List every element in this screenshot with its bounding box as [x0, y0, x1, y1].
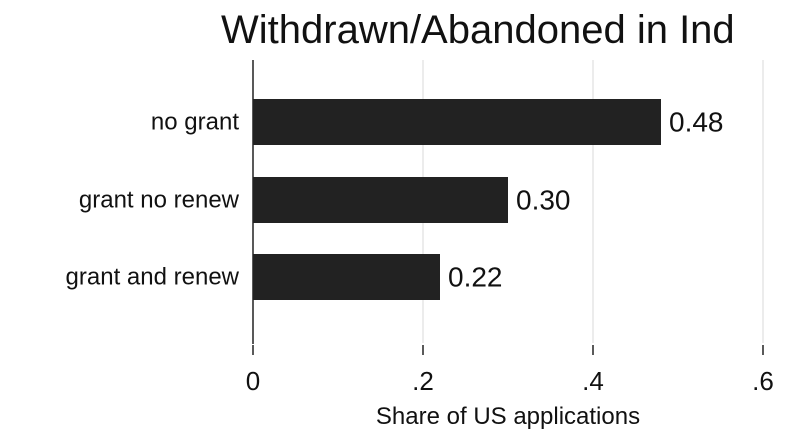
bars [253, 99, 661, 300]
x-axis-label: Share of US applications [376, 403, 640, 430]
x-tick-label: .6 [752, 366, 774, 396]
category-labels: no grant grant no renew grant and renew [66, 109, 240, 291]
bar [253, 177, 508, 223]
chart-title: Withdrawn/Abandoned in Ind [221, 8, 735, 52]
bar-value-label: 0.22 [448, 262, 503, 293]
category-label: grant and renew [66, 264, 240, 291]
x-ticks [252, 345, 764, 355]
bar [253, 254, 440, 300]
category-label: grant no renew [79, 187, 240, 214]
bar-value-label: 0.48 [669, 107, 724, 138]
x-tick-label: .2 [412, 366, 434, 396]
bar [253, 99, 661, 145]
bar-value-label: 0.30 [516, 185, 571, 216]
x-tick-label: 0 [246, 366, 260, 396]
value-labels: 0.48 0.30 0.22 [448, 107, 724, 293]
category-label: no grant [151, 109, 239, 136]
x-tick-labels: 0 .2 .4 .6 [246, 366, 774, 396]
x-tick-label: .4 [582, 366, 604, 396]
